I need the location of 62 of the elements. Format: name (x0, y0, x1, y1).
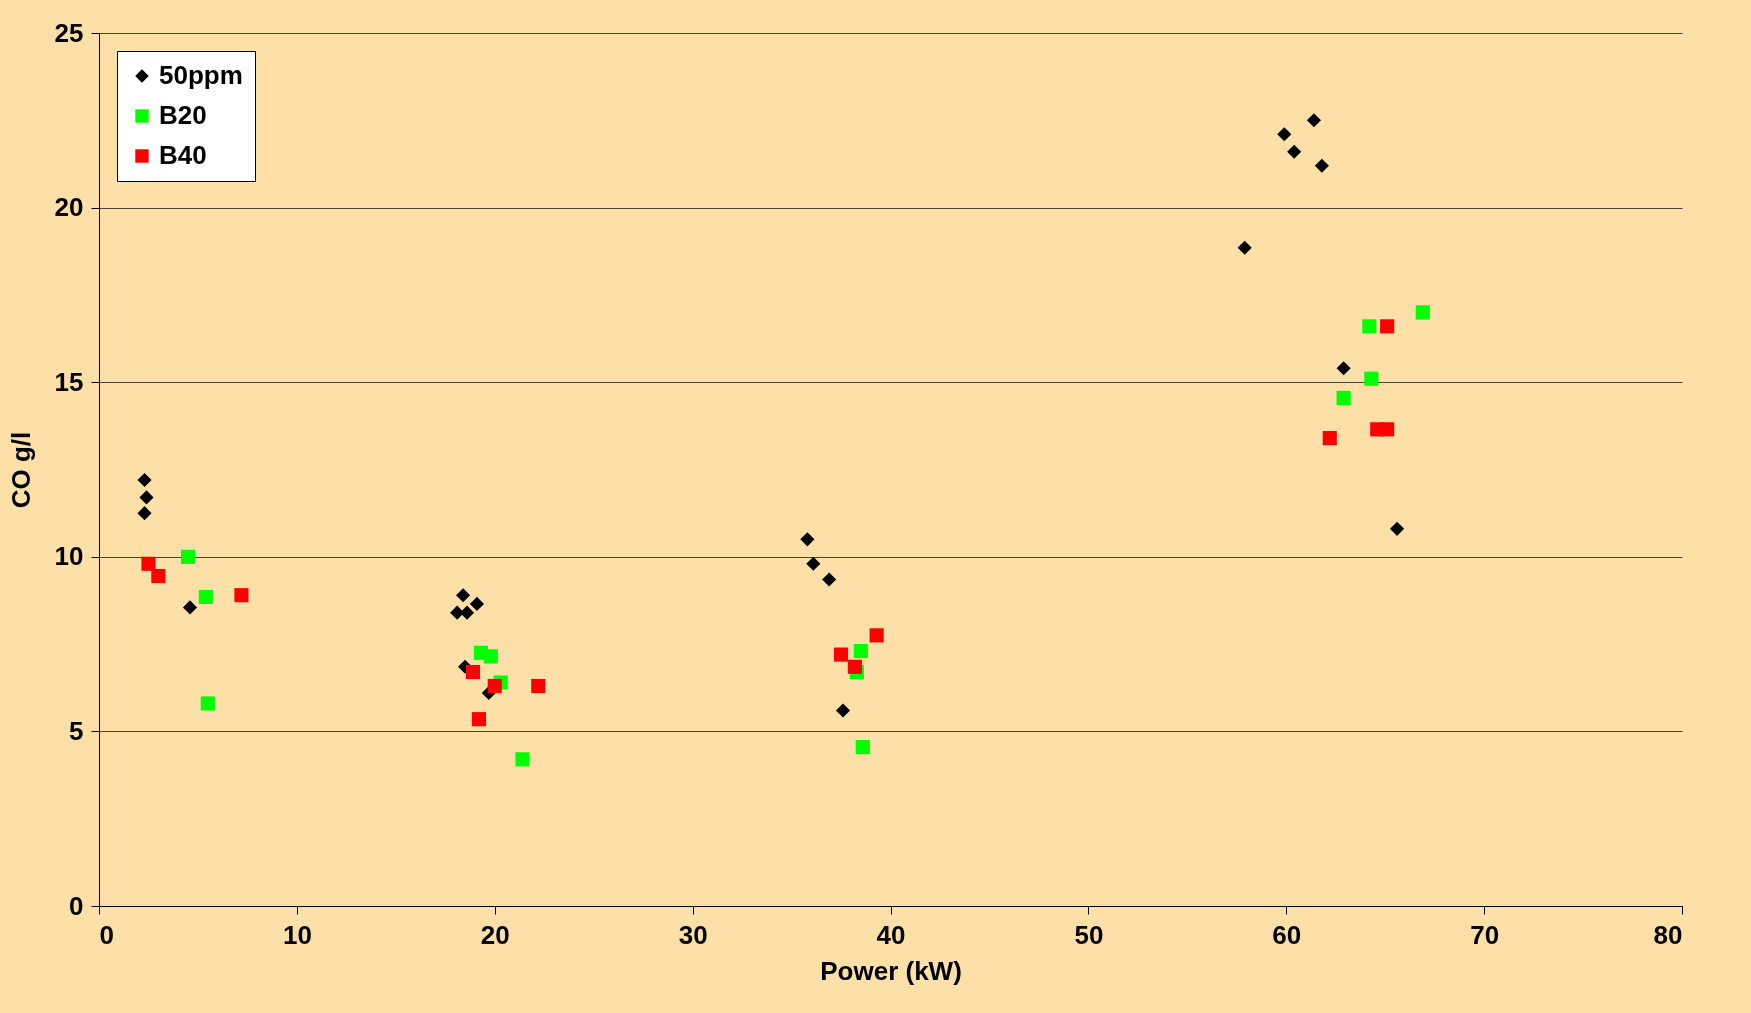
point (471, 712, 486, 727)
x-tick-label: 60 (1272, 919, 1302, 950)
y-tick-label: 25 (54, 17, 84, 48)
point (1287, 144, 1302, 159)
x-tick-label: 40 (876, 919, 906, 950)
x-tick-label: 0 (99, 919, 114, 950)
point (180, 549, 196, 564)
point (855, 740, 870, 755)
point (515, 752, 530, 767)
point (847, 659, 862, 674)
point (1362, 319, 1377, 334)
point (1237, 240, 1252, 255)
x-axis-title: Power (kW) (820, 955, 962, 986)
x-tick-label: 10 (282, 919, 312, 950)
point (200, 696, 215, 711)
point (139, 490, 154, 505)
point (182, 600, 198, 615)
y-axis-title: CO g/l (5, 431, 36, 509)
point (806, 556, 821, 571)
point (853, 644, 868, 659)
point (1336, 390, 1351, 405)
point (869, 628, 884, 643)
point (833, 647, 849, 662)
point (1306, 113, 1322, 128)
y-tick-label: 20 (54, 192, 84, 223)
point (137, 506, 152, 521)
point (198, 589, 213, 605)
point (1364, 371, 1379, 386)
x-tick-label: 20 (480, 919, 510, 950)
point (835, 703, 851, 718)
x-tick-label: 30 (678, 919, 708, 950)
x-tick-label: 70 (1470, 919, 1500, 950)
point (800, 532, 815, 547)
point (1380, 422, 1395, 437)
point (465, 664, 481, 680)
point (151, 568, 166, 584)
point (234, 588, 249, 603)
point (1314, 158, 1329, 173)
point (487, 678, 502, 694)
point (456, 588, 471, 603)
x-tick-label: 50 (1074, 919, 1104, 950)
point (822, 572, 837, 587)
legend-label: B40 (159, 140, 207, 170)
point (1380, 319, 1395, 334)
point (141, 556, 156, 571)
point (1389, 521, 1405, 536)
y-tick-label: 15 (54, 366, 84, 397)
y-tick-label: 10 (54, 541, 84, 572)
y-tick-label: 0 (69, 890, 84, 921)
legend-label: 50ppm (159, 60, 243, 90)
point (1322, 431, 1337, 446)
x-tick-label: 80 (1653, 919, 1683, 950)
point (1277, 127, 1292, 142)
point (1415, 305, 1430, 320)
point (483, 649, 498, 664)
point (450, 605, 465, 620)
y-tick-label: 5 (69, 715, 84, 746)
point (137, 472, 152, 488)
legend-label: B20 (159, 100, 207, 130)
point (531, 678, 546, 694)
point (469, 596, 485, 612)
point (1336, 361, 1351, 376)
